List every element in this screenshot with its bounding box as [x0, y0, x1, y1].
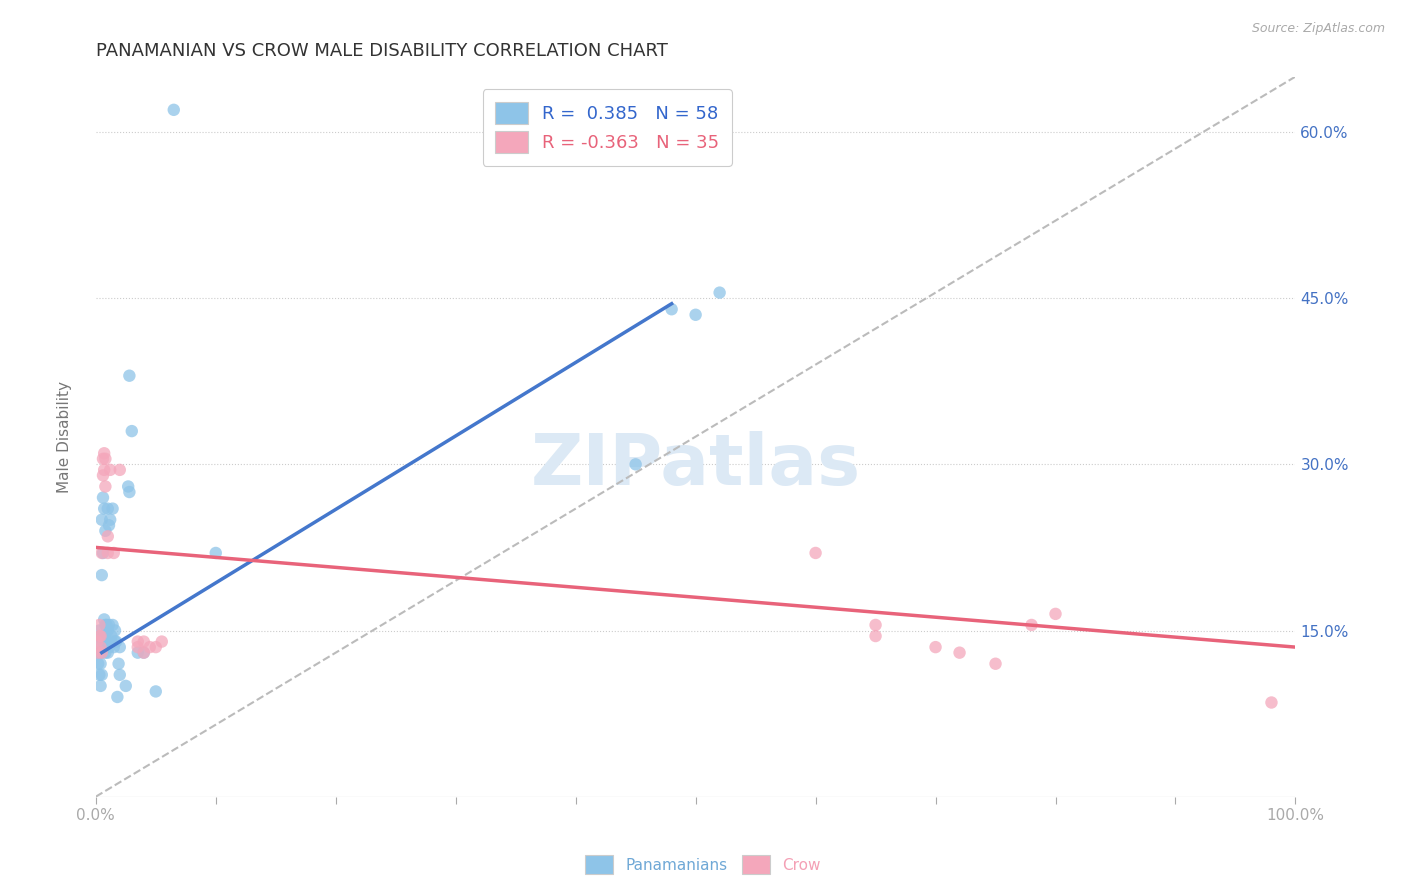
Text: PANAMANIAN VS CROW MALE DISABILITY CORRELATION CHART: PANAMANIAN VS CROW MALE DISABILITY CORRE…: [96, 42, 668, 60]
Point: [121, 424, 143, 438]
Point: [98, 618, 121, 632]
Point: [204, 546, 226, 560]
Point: [91, 468, 114, 483]
Point: [108, 640, 131, 654]
Point: [87, 657, 110, 671]
Point: [101, 618, 124, 632]
Point: [93, 612, 115, 626]
Point: [89, 624, 111, 638]
Point: [145, 684, 167, 698]
Point: [118, 485, 141, 500]
Legend: R =  0.385   N = 58, R = -0.363   N = 35: R = 0.385 N = 58, R = -0.363 N = 35: [482, 89, 733, 166]
Point: [127, 646, 149, 660]
Point: [661, 302, 683, 317]
Point: [100, 634, 122, 648]
Point: [97, 546, 120, 560]
Point: [103, 546, 125, 560]
Point: [804, 546, 827, 560]
Point: [105, 690, 128, 704]
Point: [98, 640, 121, 654]
Point: [94, 646, 117, 660]
Point: [104, 624, 127, 638]
Point: [90, 646, 112, 660]
Point: [90, 668, 112, 682]
Point: [91, 451, 114, 466]
Point: [94, 451, 117, 466]
Point: [139, 640, 162, 654]
Point: [90, 640, 112, 654]
Point: [132, 634, 155, 648]
Point: [108, 463, 131, 477]
Point: [93, 501, 115, 516]
Text: Source: ZipAtlas.com: Source: ZipAtlas.com: [1251, 22, 1385, 36]
Point: [1045, 607, 1067, 621]
Point: [89, 668, 111, 682]
Point: [90, 657, 112, 671]
Point: [91, 491, 114, 505]
Point: [89, 618, 111, 632]
Point: [89, 646, 111, 660]
Point: [94, 618, 117, 632]
Point: [90, 568, 112, 582]
Point: [96, 618, 118, 632]
Point: [93, 446, 115, 460]
Point: [98, 513, 121, 527]
Point: [132, 646, 155, 660]
Point: [948, 646, 970, 660]
Point: [1021, 618, 1043, 632]
Point: [93, 629, 115, 643]
Point: [103, 640, 125, 654]
Point: [91, 546, 114, 560]
Point: [624, 458, 647, 472]
Point: [98, 518, 121, 533]
Point: [107, 657, 129, 671]
Point: [924, 640, 946, 654]
Y-axis label: Male Disability: Male Disability: [58, 381, 72, 492]
Point: [90, 513, 112, 527]
Point: [98, 463, 121, 477]
Point: [86, 646, 108, 660]
Point: [97, 501, 120, 516]
Point: [127, 640, 149, 654]
Point: [93, 463, 115, 477]
Point: [97, 646, 120, 660]
Point: [90, 629, 112, 643]
Point: [87, 634, 110, 648]
Point: [94, 524, 117, 538]
Text: ZIPatlas: ZIPatlas: [530, 431, 860, 500]
Point: [685, 308, 707, 322]
Legend: Panamanians, Crow: Panamanians, Crow: [579, 849, 827, 880]
Point: [1260, 696, 1282, 710]
Point: [150, 634, 173, 648]
Point: [145, 640, 167, 654]
Point: [97, 529, 120, 543]
Point: [104, 634, 127, 648]
Point: [865, 629, 887, 643]
Point: [86, 634, 108, 648]
Point: [865, 618, 887, 632]
Point: [105, 634, 128, 648]
Point: [118, 368, 141, 383]
Point: [709, 285, 731, 300]
Point: [97, 624, 120, 638]
Point: [89, 629, 111, 643]
Point: [94, 629, 117, 643]
Point: [90, 679, 112, 693]
Point: [101, 501, 124, 516]
Point: [108, 668, 131, 682]
Point: [90, 646, 112, 660]
Point: [96, 634, 118, 648]
Point: [94, 479, 117, 493]
Point: [90, 629, 112, 643]
Point: [90, 546, 112, 560]
Point: [127, 634, 149, 648]
Point: [114, 679, 136, 693]
Point: [100, 629, 122, 643]
Point: [984, 657, 1007, 671]
Point: [163, 103, 186, 117]
Point: [117, 479, 139, 493]
Point: [87, 646, 110, 660]
Point: [91, 634, 114, 648]
Point: [132, 646, 155, 660]
